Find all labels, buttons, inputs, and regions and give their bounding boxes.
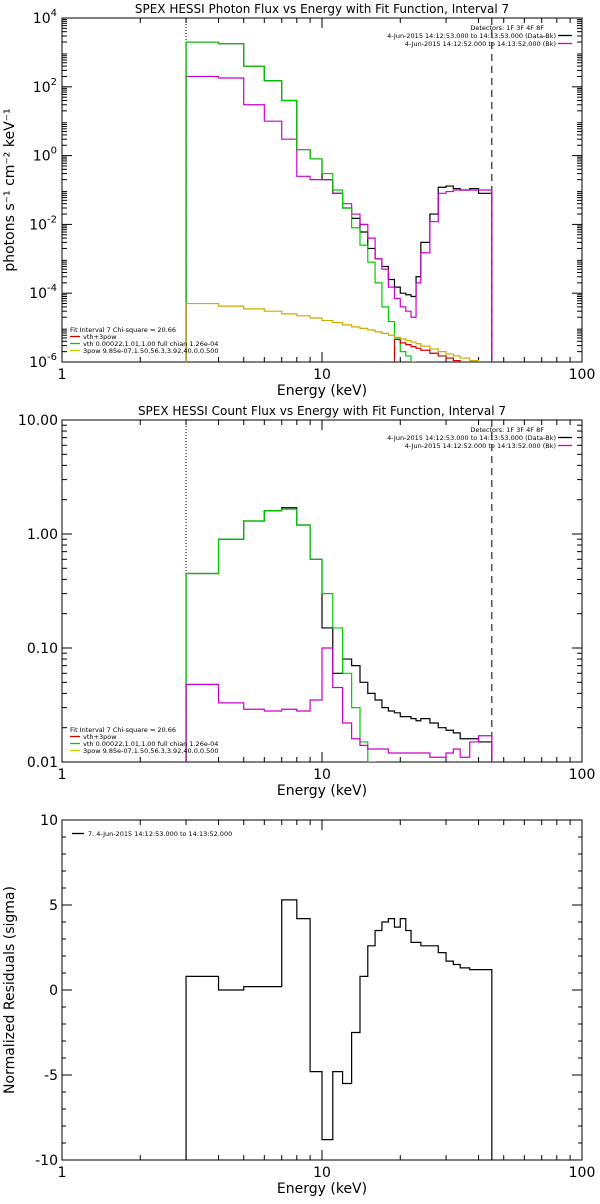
y-tick-base: 10	[33, 11, 51, 27]
series-line-3	[185, 647, 493, 762]
fit-legend-entry: vth+3pow	[83, 733, 117, 741]
x-tick-label: 10	[313, 1165, 331, 1181]
y-tick-label: 10-2	[29, 214, 57, 233]
fit-legend-entry: vth+3pow	[83, 333, 117, 341]
x-axis-label: Energy (keV)	[277, 1181, 367, 1197]
y-tick-base: 10	[33, 149, 51, 165]
plot-frame	[61, 17, 583, 363]
y-tick-label: 0.10	[27, 641, 58, 657]
chart-panel-1: SPEX HESSI Photon Flux vs Energy with Fi…	[2, 2, 595, 399]
x-tick-label: 100	[569, 1165, 596, 1181]
legend-entry: 4-Jun-2015 14:12:53.000 to 14:13:53.000 …	[387, 32, 556, 40]
x-tick-label: 10	[313, 367, 331, 383]
y-tick-label: -10	[35, 1153, 58, 1169]
y-tick-exp: 4	[51, 8, 57, 19]
x-axis-label: Energy (keV)	[277, 383, 367, 399]
x-tick-label: 1	[58, 1165, 67, 1181]
x-tick-label: 1	[58, 767, 67, 783]
legend-header: Detectors: 1F 3F 4F 8F	[470, 24, 544, 32]
y-tick-label: 10	[40, 813, 58, 829]
x-tick-label: 100	[569, 367, 596, 383]
y-tick-exp: -6	[47, 352, 57, 363]
y-tick-label: -5	[44, 1068, 58, 1084]
series-group	[185, 507, 493, 762]
x-tick-label: 1	[58, 367, 67, 383]
series-group	[185, 41, 505, 362]
chart-panel-2: SPEX HESSI Count Flux vs Energy with Fit…	[18, 404, 595, 799]
fit-legend-entry: 3pow 9.85e-07,1.50,56.3,3.92,40.0,0.500	[83, 747, 219, 755]
series-line-3	[185, 41, 417, 362]
y-tick-label: 5	[49, 898, 58, 914]
legend-entry: 4-Jun-2015 14:12:53.000 to 14:13:53.000 …	[387, 434, 556, 442]
legend-header: Detectors: 1F 3F 4F 8F	[470, 426, 544, 434]
fit-legend-entry: vth 0.00022,1.01,1.00 full chian 1.26e-0…	[83, 340, 218, 348]
y-tick-label: 104	[33, 8, 57, 27]
residual-legend-entry: 7. 4-Jun-2015 14:12:53.000 to 14:13:52.0…	[88, 830, 232, 838]
x-tick-label: 100	[569, 767, 596, 783]
y-tick-exp: 2	[51, 77, 57, 88]
series-line-1	[185, 41, 493, 362]
series-line-4	[393, 338, 493, 362]
y-tick-label: 0.01	[27, 755, 58, 771]
y-tick-base: 10	[33, 80, 51, 96]
series-line-5	[185, 302, 505, 362]
y-tick-label: 102	[33, 77, 57, 96]
y-tick-label: 100	[33, 146, 57, 165]
series-line-2	[185, 508, 383, 762]
y-tick-label: 10-6	[29, 352, 57, 371]
series-line-1	[185, 899, 493, 1160]
y-tick-base: 10	[29, 217, 47, 233]
x-tick-label: 10	[313, 767, 331, 783]
chart-title: SPEX HESSI Count Flux vs Energy with Fit…	[138, 404, 506, 418]
legend-entry: 4-Jun-2015 14:12:52.000 to 14:13:52.000 …	[405, 40, 556, 48]
y-tick-label: 0	[49, 983, 58, 999]
series-line-1	[185, 507, 493, 762]
fit-legend-header: Fit Interval 7 Chi-square = 20.66	[70, 326, 176, 334]
y-axis-label: photons s⁻¹ cm⁻² keV⁻¹	[2, 108, 18, 271]
chart-title: SPEX HESSI Photon Flux vs Energy with Fi…	[135, 2, 509, 16]
series-group	[185, 899, 493, 1160]
y-tick-base: 10	[29, 355, 47, 371]
fit-legend-entry: 3pow 9.85e-07,1.50,56.3,3.92,40.0,0.500	[83, 347, 219, 355]
y-tick-exp: -4	[47, 283, 57, 294]
fit-legend-entry: vth 0.00022,1.01,1.00 full chian 1.26e-0…	[83, 740, 218, 748]
legend-entry: 4-Jun-2015 14:12:52.000 to 14:13:52.000 …	[405, 442, 556, 450]
y-tick-label: 1.00	[27, 527, 58, 543]
y-tick-exp: 0	[51, 146, 57, 157]
x-axis-label: Energy (keV)	[277, 783, 367, 799]
y-axis-label: Normalized Residuals (sigma)	[2, 886, 18, 1094]
y-tick-label: 10-4	[29, 283, 57, 302]
y-tick-label: 10.00	[18, 413, 58, 429]
fit-legend-header: Fit Interval 7 Chi-square = 20.66	[70, 726, 176, 734]
series-line-2	[185, 75, 493, 362]
y-tick-exp: -2	[47, 214, 57, 225]
y-tick-base: 10	[29, 286, 47, 302]
